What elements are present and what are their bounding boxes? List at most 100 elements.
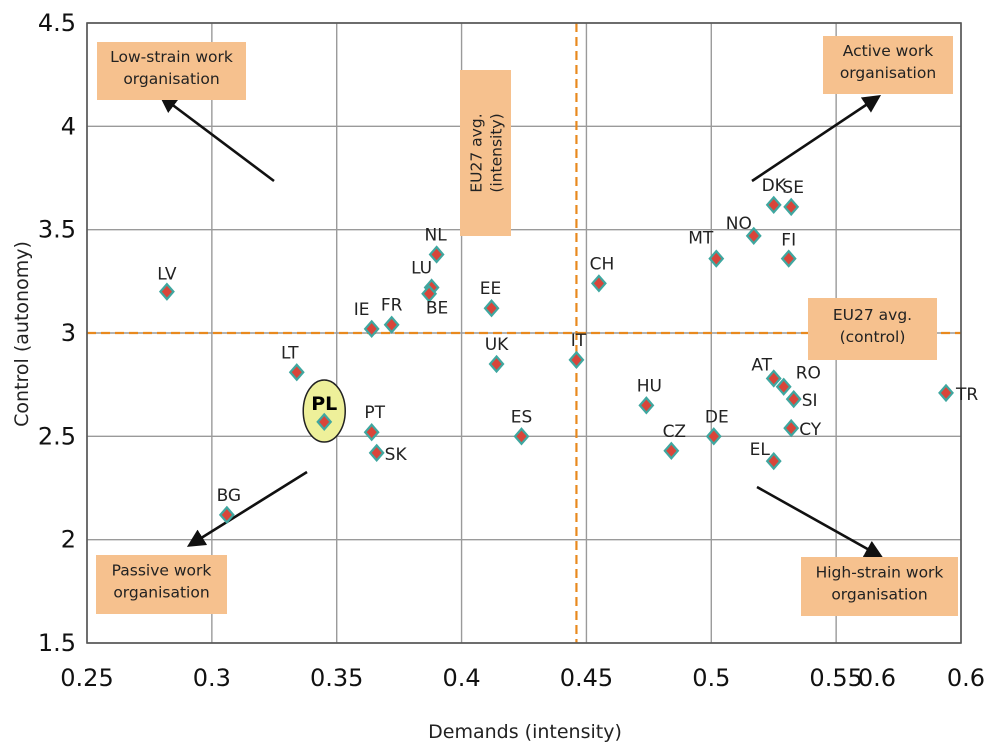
annotation-text: organisation (123, 70, 219, 88)
country-label-ch: CH (590, 254, 615, 274)
country-label-fr: FR (381, 296, 403, 316)
country-label-hu: HU (637, 376, 662, 396)
annotation-text: EU27 avg. (468, 113, 486, 192)
x-tick-label: 0.3 (193, 664, 231, 692)
annotation-box-background (801, 557, 958, 616)
data-point-si (785, 389, 802, 409)
annotation-box-background (823, 36, 953, 94)
annotation-text: Low-strain work (110, 48, 233, 66)
annotation-eu27-control: EU27 avg. (control) (808, 298, 937, 360)
data-point-lt (288, 363, 305, 382)
data-point-tr (938, 383, 954, 403)
arrow-active (751, 94, 882, 183)
data-point-cz (663, 441, 680, 460)
y-tick-label: 1.5 (38, 629, 76, 657)
annotation-text: (control) (840, 328, 906, 346)
data-points (158, 195, 954, 525)
country-label-ro: RO (796, 364, 821, 384)
annotation-box-background (96, 555, 227, 614)
data-point-it (568, 350, 585, 370)
data-point-bg (218, 505, 235, 525)
country-label-lt: LT (281, 343, 299, 363)
country-label-no: NO (726, 214, 752, 234)
annotation-box-background (460, 70, 511, 236)
pl-highlight (302, 379, 346, 443)
annotation-passive: Passive work organisation (96, 555, 227, 614)
x-tick-label: 0.4 (442, 664, 480, 692)
country-label-de: DE (705, 407, 729, 427)
annotation-text: organisation (831, 586, 927, 604)
arrow-passive (186, 470, 308, 547)
country-label-ee: EE (480, 279, 501, 299)
data-point-el (765, 451, 782, 471)
country-label-mt: MT (688, 229, 714, 249)
country-label-at: AT (751, 355, 772, 375)
annotation-text: High-strain work (816, 564, 944, 582)
x-tick-label: 0.6 (947, 664, 985, 692)
country-label-si: SI (802, 391, 818, 411)
data-point-es (513, 427, 530, 446)
country-label-cz: CZ (663, 422, 687, 442)
y-tick-label: 2 (61, 526, 76, 554)
annotation-text: Passive work (112, 562, 212, 580)
annotation-text: EU27 avg. (833, 306, 912, 324)
data-point-nl (428, 245, 445, 264)
data-point-uk (488, 354, 505, 374)
data-point-se (783, 197, 800, 217)
data-point-mt (708, 249, 725, 268)
data-point-dk (765, 195, 782, 215)
country-label-el: EL (750, 440, 771, 460)
arrow-low-strain (159, 94, 275, 183)
x-tick-label: 0.45 (560, 664, 613, 692)
arrow-high-strain (756, 485, 884, 558)
quadrant-arrows (159, 94, 884, 558)
country-label-es: ES (511, 407, 533, 427)
country-label-it: IT (571, 331, 587, 351)
data-point-pt (363, 423, 380, 442)
x-tick-label: 0.25 (60, 664, 113, 692)
annotation-boxes: Low-strain work organisation Active work or… (96, 36, 958, 616)
annotation-high-strain: High-strain work organisation (801, 557, 958, 616)
data-point-no (745, 226, 762, 246)
plot-frame (86, 22, 962, 644)
y-tick-label: 4 (61, 112, 76, 140)
y-tick-label: 3.5 (38, 216, 76, 244)
annotation-text: organisation (113, 584, 209, 602)
x-tick-label: 0.6 (858, 664, 896, 692)
x-tick-labels: 0.25 0.3 0.35 0.4 0.45 0.5 0.550.6 0.6 (60, 664, 985, 692)
y-tick-label: 4.5 (38, 9, 76, 37)
data-point-ee (483, 299, 500, 318)
country-label-dk: DK (762, 176, 787, 196)
annotation-eu27-intensity: EU27 avg. (intensity) (460, 70, 511, 236)
country-label-nl: NL (424, 225, 447, 245)
country-label-uk: UK (485, 335, 509, 355)
data-point-ch (590, 274, 607, 293)
x-tick-label: 0.55 (809, 664, 862, 692)
country-label-ie: IE (354, 300, 370, 320)
annotation-low-strain: Low-strain work organisation (97, 42, 246, 100)
data-point-fr (383, 315, 400, 334)
country-label-lu: LU (411, 259, 432, 279)
y-axis-title: Control (autonomy) (11, 241, 33, 427)
x-axis-title: Demands (intensity) (428, 721, 622, 743)
country-label-bg: BG (217, 486, 242, 506)
annotation-box-background (97, 42, 246, 100)
x-tick-label: 0.5 (692, 664, 730, 692)
data-point-de (705, 427, 722, 446)
data-point-sk (368, 443, 385, 463)
annotation-active: Active work organisation (823, 36, 953, 94)
annotation-text: Active work (843, 42, 933, 60)
data-point-ie (363, 319, 380, 339)
data-point-at (765, 369, 782, 388)
country-label-pl: PL (311, 393, 337, 415)
pl-highlight-ellipse (302, 379, 346, 443)
data-point-cy (783, 418, 800, 438)
annotation-text: (intensity) (488, 113, 506, 192)
data-point-pl (316, 412, 333, 432)
country-labels: LV NL LU BE FR IE EE LT UK PT SK ES BG PL IT CH HU CZ DE EL… (157, 176, 978, 506)
plot-border (86, 22, 962, 644)
country-label-be: BE (426, 299, 448, 319)
data-point-fi (780, 249, 797, 268)
data-point-lv (158, 282, 175, 301)
